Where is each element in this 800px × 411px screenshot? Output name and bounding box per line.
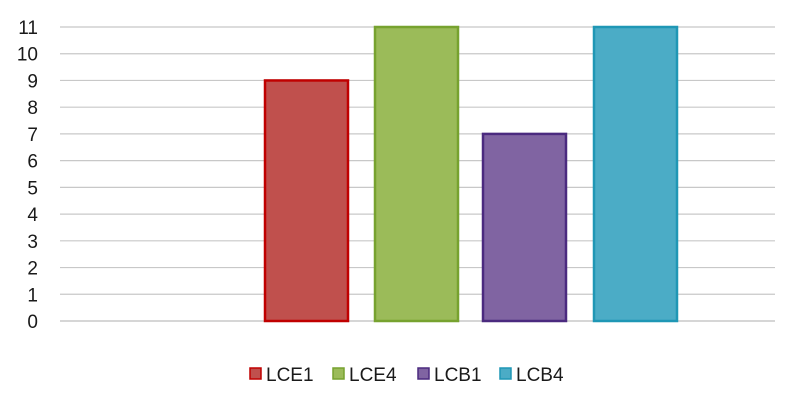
y-tick-label: 3 bbox=[27, 232, 38, 253]
y-tick-label: 5 bbox=[27, 178, 38, 199]
legend-swatch bbox=[249, 367, 262, 380]
y-tick-label: 2 bbox=[27, 259, 38, 280]
legend-item-lcb4: LCB4 bbox=[499, 365, 564, 386]
bar-lce1 bbox=[263, 79, 350, 323]
legend-swatch bbox=[332, 367, 345, 380]
legend-item-lce1: LCE1 bbox=[249, 365, 314, 386]
bar-lce4 bbox=[373, 25, 460, 323]
bar-lcb1 bbox=[481, 132, 568, 323]
legend-label: LCE1 bbox=[266, 365, 314, 386]
y-tick-label: 9 bbox=[27, 71, 38, 92]
legend-item-lce4: LCE4 bbox=[332, 365, 397, 386]
y-tick-label: 6 bbox=[27, 152, 38, 173]
bar-lcb4 bbox=[592, 25, 679, 323]
y-tick-label: 1 bbox=[27, 285, 38, 306]
legend-item-lcb1: LCB1 bbox=[417, 365, 482, 386]
legend-label: LCB1 bbox=[434, 365, 482, 386]
y-axis-ticks: 0 1 2 3 4 5 6 7 8 9 10 11 bbox=[17, 18, 39, 333]
y-tick-label: 4 bbox=[27, 205, 38, 226]
legend-label: LCB4 bbox=[516, 365, 564, 386]
legend-label: LCE4 bbox=[349, 365, 397, 386]
y-tick-label: 10 bbox=[17, 45, 38, 66]
y-tick-label: 0 bbox=[27, 312, 38, 333]
legend-swatch bbox=[499, 367, 512, 380]
legend-swatch bbox=[417, 367, 430, 380]
y-tick-label: 8 bbox=[27, 98, 38, 119]
y-tick-label: 11 bbox=[18, 18, 38, 39]
y-tick-label: 7 bbox=[27, 125, 38, 146]
bars bbox=[263, 25, 679, 323]
legend: LCE1 LCE4 LCB1 LCB4 bbox=[249, 365, 564, 386]
